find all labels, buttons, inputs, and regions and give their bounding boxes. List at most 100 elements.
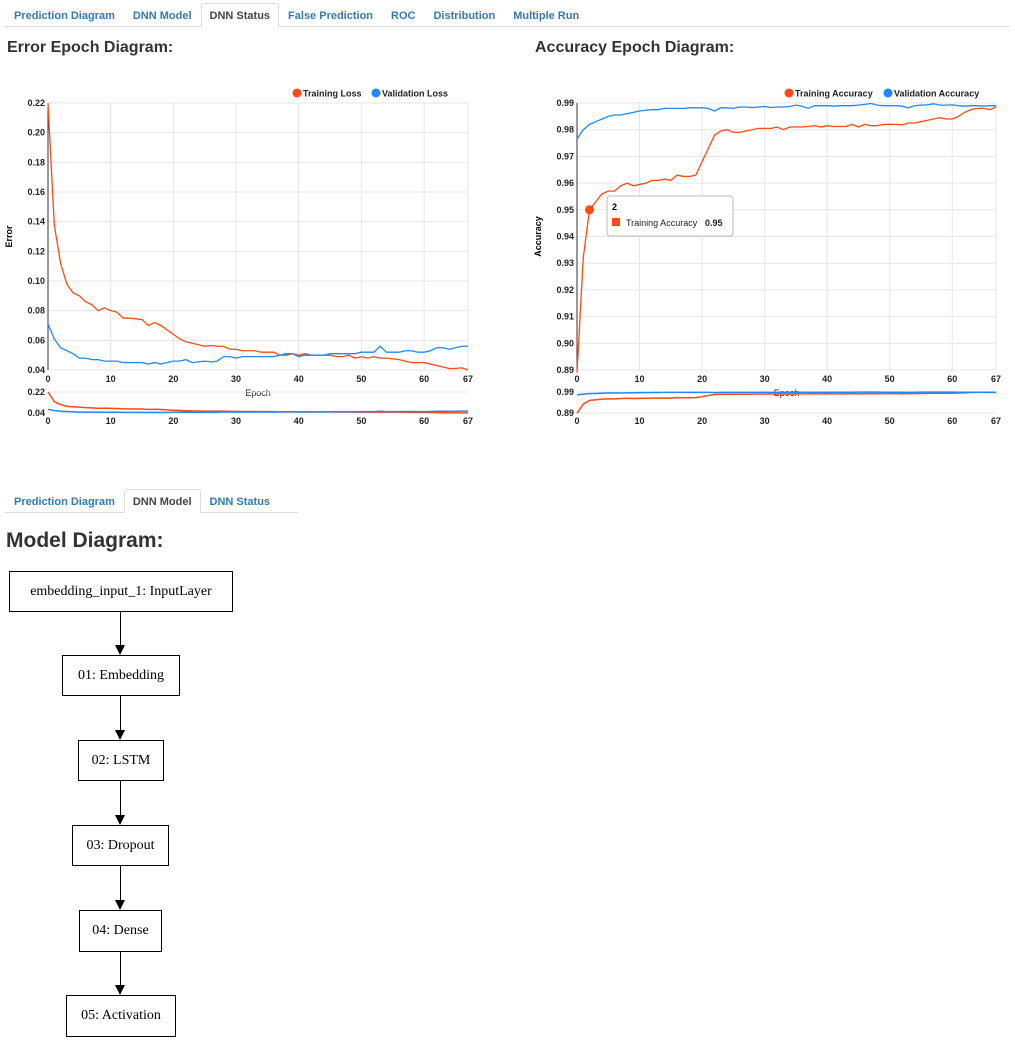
range-y-tick-label: 0.99 (556, 387, 574, 397)
range-y-tick-label: 0.04 (27, 408, 45, 418)
tooltip-swatch-icon (612, 218, 620, 226)
y-tick-label: 0.89 (556, 365, 574, 375)
y-tick-label: 0.90 (556, 338, 574, 348)
y-tick-label: 0.94 (556, 232, 574, 242)
range-x-tick-label: 60 (947, 416, 957, 426)
tab-dnn-status[interactable]: DNN Status (200, 3, 280, 27)
x-tick-label: 30 (231, 374, 241, 384)
x-tick-label: 60 (947, 374, 957, 384)
top-tab-bar: Prediction Diagram DNN Model DNN Status … (5, 3, 1010, 27)
tab-false-prediction[interactable]: False Prediction (288, 10, 374, 22)
x-tick-label: 0 (574, 374, 579, 384)
y-tick-label: 0.14 (27, 217, 45, 227)
node-dropout: 03: Dropout (72, 825, 169, 866)
legend-marker-icon (784, 88, 794, 98)
range-x-tick-label: 10 (106, 416, 116, 426)
y-tick-label: 0.92 (556, 285, 574, 295)
y-tick-label: 0.22 (27, 98, 45, 108)
accuracy-chart-title: Accuracy Epoch Diagram: (535, 39, 735, 56)
validation-accuracy-line (576, 102, 996, 140)
y-tick-label: 0.10 (27, 276, 45, 286)
x-tick-label: 10 (635, 374, 645, 384)
node-lstm: 02: LSTM (78, 740, 164, 781)
tooltip-box (606, 195, 734, 237)
range-x-tick-label: 50 (356, 416, 366, 426)
node-input-layer: embedding_input_1: InputLayer (9, 571, 233, 612)
range-x-tick-label: 10 (635, 416, 645, 426)
range-x-tick-label: 0 (45, 416, 50, 426)
node-activation: 05: Activation (66, 995, 176, 1037)
x-tick-label: 40 (822, 374, 832, 384)
error-chart-title: Error Epoch Diagram: (7, 39, 174, 56)
x-tick-label: 10 (106, 374, 116, 384)
arrow-head-icon (115, 730, 125, 740)
x-tick-label: 60 (419, 374, 429, 384)
validation-accuracy-range-line (576, 391, 996, 396)
x-tick-label: 50 (356, 374, 366, 384)
node-dense: 04: Dense (79, 910, 162, 952)
edge-line (120, 696, 121, 730)
tab-dnn-model-2[interactable]: DNN Model (123, 489, 201, 513)
arrow-head-icon (115, 900, 125, 910)
tooltip-series: Training Accuracy (626, 218, 698, 228)
x-tick-label: 30 (760, 374, 770, 384)
legend-label: Training Loss (303, 89, 362, 99)
tab-roc[interactable]: ROC (391, 10, 416, 22)
legend-label: Training Accuracy (795, 89, 873, 99)
y-tick-label: 0.06 (27, 335, 45, 345)
tab-dnn-status-2[interactable]: DNN Status (209, 496, 271, 508)
range-x-tick-label: 40 (822, 416, 832, 426)
y-tick-label: 0.91 (556, 312, 574, 322)
tab-multiple-run[interactable]: Multiple Run (513, 10, 580, 22)
tab-distribution[interactable]: Distribution (433, 10, 496, 22)
legend-marker-icon (292, 88, 302, 98)
y-tick-label: 0.93 (556, 258, 574, 268)
x-tick-label: 50 (885, 374, 895, 384)
y-axis-label: Accuracy (533, 216, 543, 257)
arrow-head-icon (115, 985, 125, 995)
error-epoch-chart[interactable]: 0.04 0.06 0.08 0.10 0.12 0.14 0.16 0.18 0.20 0.22… (0, 0, 1015, 440)
range-y-tick-label: 0.89 (556, 408, 574, 418)
y-tick-label: 0.96 (556, 178, 574, 188)
range-y-tick-label: 0.22 (27, 387, 45, 397)
range-x-tick-label: 67 (463, 416, 473, 426)
y-tick-label: 0.99 (556, 98, 574, 108)
legend-marker-icon (883, 88, 893, 98)
range-x-tick-label: 50 (885, 416, 895, 426)
x-axis-label: Epoch (245, 388, 271, 398)
highlighted-point (585, 205, 595, 215)
legend-label: Validation Accuracy (894, 89, 979, 99)
tab-prediction-diagram[interactable]: Prediction Diagram (14, 10, 115, 22)
y-tick-label: 0.98 (556, 125, 574, 135)
y-tick-label: 0.20 (27, 128, 45, 138)
range-x-tick-label: 60 (419, 416, 429, 426)
range-x-tick-label: 67 (991, 416, 1001, 426)
x-tick-label: 40 (294, 374, 304, 384)
y-tick-label: 0.97 (556, 151, 574, 161)
y-tick-label: 0.16 (27, 187, 45, 197)
y-tick-label: 0.04 (27, 365, 45, 375)
training-accuracy-line (576, 106, 997, 373)
range-x-tick-label: 20 (168, 416, 178, 426)
validation-loss-line (47, 323, 468, 365)
range-x-tick-label: 0 (574, 416, 579, 426)
tooltip-value: 0.95 (705, 218, 723, 228)
tab-prediction-diagram-2[interactable]: Prediction Diagram (14, 496, 115, 508)
training-accuracy-range-line (576, 391, 997, 414)
arrow-head-icon (115, 815, 125, 825)
legend-marker-icon (371, 88, 381, 98)
edge-line (120, 612, 121, 645)
y-tick-label: 0.12 (27, 246, 45, 256)
legend-label: Validation Loss (382, 89, 448, 99)
accuracy-epoch-chart[interactable]: 0.89 0.90 0.91 0.92 0.93 0.94 0.95 0.96 0.97 0.98… (0, 0, 1015, 440)
x-tick-label: 0 (45, 374, 50, 384)
tooltip-epoch: 2 (612, 202, 617, 212)
range-x-tick-label: 40 (294, 416, 304, 426)
tab-dnn-model[interactable]: DNN Model (132, 10, 192, 22)
x-tick-label: 20 (168, 374, 178, 384)
training-loss-line (47, 102, 469, 371)
x-tick-label: 67 (463, 374, 473, 384)
range-x-tick-label: 20 (697, 416, 707, 426)
x-tick-label: 20 (697, 374, 707, 384)
x-tick-label: 67 (991, 374, 1001, 384)
